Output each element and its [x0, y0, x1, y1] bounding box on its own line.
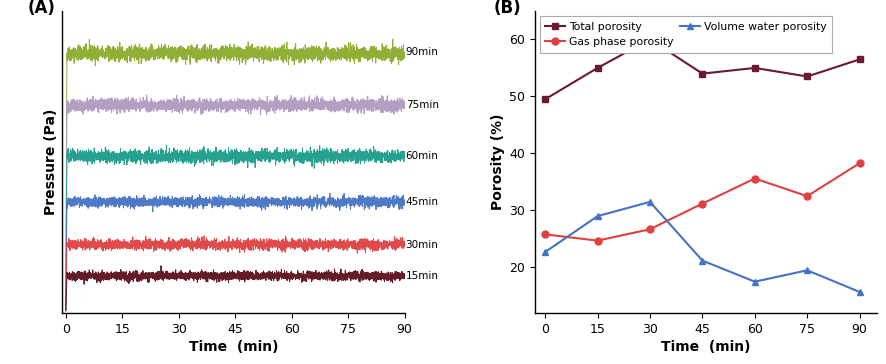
Volume water porosity [592, 214, 602, 218]
Volume water porosity [540, 250, 550, 254]
Text: 45min: 45min [406, 197, 439, 207]
Line: Gas phase porosity: Gas phase porosity [541, 160, 863, 244]
Line: Total porosity: Total porosity [541, 36, 863, 103]
Total porosity [645, 37, 656, 41]
Volume water porosity [697, 258, 708, 263]
Gas phase porosity [645, 227, 656, 232]
Text: 90min: 90min [406, 47, 439, 57]
Total porosity [540, 97, 550, 102]
Total porosity [854, 57, 865, 62]
Total porosity [592, 66, 602, 70]
Total porosity [802, 74, 812, 79]
Gas phase porosity [540, 232, 550, 237]
Gas phase porosity [802, 194, 812, 198]
Volume water porosity [854, 290, 865, 294]
Legend: Total porosity, Gas phase porosity, Volume water porosity: Total porosity, Gas phase porosity, Volu… [540, 16, 832, 52]
Volume water porosity [750, 280, 760, 284]
Y-axis label: Porosity (%): Porosity (%) [491, 114, 505, 210]
Volume water porosity [802, 268, 812, 273]
X-axis label: Time  (min): Time (min) [189, 340, 278, 354]
Text: 30min: 30min [406, 240, 439, 250]
Total porosity [750, 66, 760, 70]
Text: 75min: 75min [406, 100, 439, 110]
Text: (A): (A) [27, 0, 56, 17]
Gas phase porosity [750, 176, 760, 181]
Gas phase porosity [854, 161, 865, 165]
Line: Volume water porosity: Volume water porosity [541, 198, 863, 296]
Volume water porosity [645, 200, 656, 204]
Text: 15min: 15min [406, 271, 439, 281]
Y-axis label: Pressure (Pa): Pressure (Pa) [43, 109, 58, 215]
Text: (B): (B) [494, 0, 521, 17]
Gas phase porosity [697, 201, 708, 206]
Text: 60min: 60min [406, 151, 439, 161]
Gas phase porosity [592, 238, 602, 243]
Total porosity [697, 71, 708, 76]
X-axis label: Time  (min): Time (min) [661, 340, 750, 354]
